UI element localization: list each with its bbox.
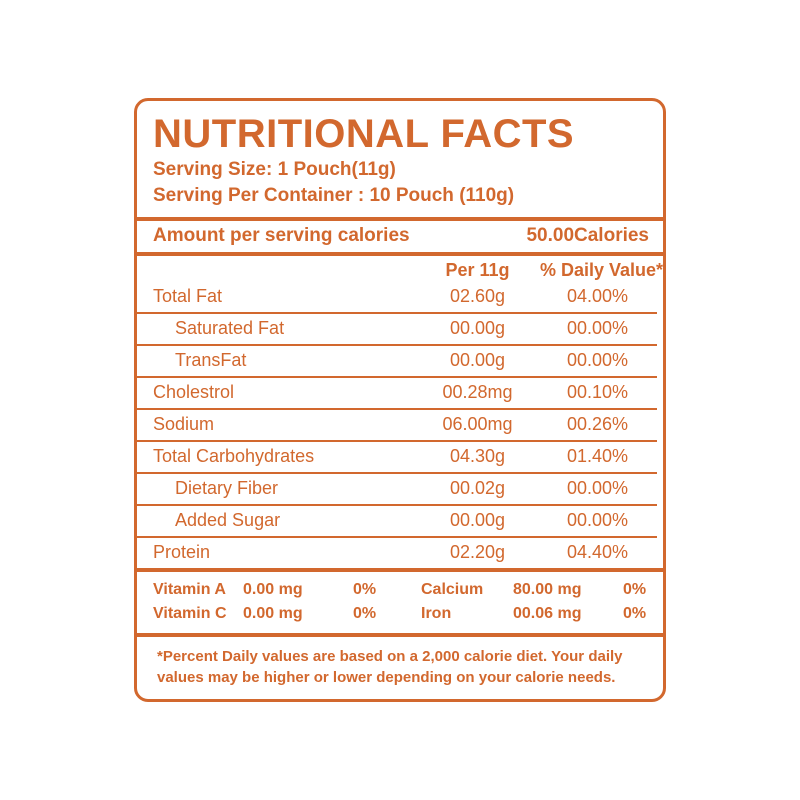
nutrient-daily-value: 04.40% <box>566 542 629 562</box>
row-divider <box>137 408 657 410</box>
calories-value: 50.00Calories <box>526 225 649 246</box>
footnote-line-1: *Percent Daily values are based on a 2,0… <box>157 648 623 665</box>
footnote-line-2: values may be higher or lower depending … <box>157 669 616 686</box>
micronutrient-block: Vitamin A 0.00 mg 0% Calcium 80.00 mg 0%… <box>137 572 663 633</box>
nutrient-name: Cholestrol <box>153 382 235 402</box>
nutrient-daily-value: 00.00% <box>566 350 629 370</box>
table-row: Sodium 06.00mg 00.26% <box>137 410 663 440</box>
row-divider <box>137 472 657 474</box>
table-row: TransFat 00.00g 00.00% <box>137 346 663 376</box>
nutrient-name: Added Sugar <box>175 510 281 530</box>
divider-above-footnote <box>137 633 663 637</box>
row-divider <box>137 376 657 378</box>
label-header: NUTRITIONAL FACTS Serving Size: 1 Pouch(… <box>137 101 663 217</box>
micronutrient-name-vitamin-c: Vitamin C <box>153 605 227 622</box>
column-header-amount: Per 11g <box>445 260 510 280</box>
nutrient-amount: 00.00g <box>449 318 506 338</box>
micronutrient-name-iron: Iron <box>421 605 452 622</box>
nutrient-daily-value: 00.26% <box>566 414 629 434</box>
nutrient-amount: 06.00mg <box>442 414 513 434</box>
micronutrient-pct-vitamin-a: 0% <box>353 581 377 598</box>
row-divider <box>137 440 657 442</box>
list-item: Vitamin A 0.00 mg 0% Calcium 80.00 mg 0% <box>137 578 663 602</box>
nutrient-name: Protein <box>153 542 211 562</box>
row-divider <box>137 536 657 538</box>
micronutrient-pct-iron: 0% <box>623 605 647 622</box>
divider-below-calories <box>137 252 663 256</box>
nutrient-daily-value: 04.00% <box>566 286 629 306</box>
micronutrient-name-vitamin-a: Vitamin A <box>153 581 226 598</box>
nutrient-name: Total Carbohydrates <box>153 446 315 466</box>
micronutrient-amount-iron: 00.06 mg <box>513 605 582 622</box>
nutrient-amount: 00.02g <box>449 478 506 498</box>
table-row: Total Fat 02.60g 04.00% <box>137 282 663 312</box>
calories-label: Amount per serving calories <box>153 225 410 246</box>
nutrient-daily-value: 00.00% <box>566 318 629 338</box>
row-divider <box>137 312 657 314</box>
column-header-daily-value: % Daily Value* <box>540 260 664 280</box>
micronutrient-pct-vitamin-c: 0% <box>353 605 377 622</box>
micronutrient-amount-vitamin-a: 0.00 mg <box>243 581 303 598</box>
table-row: Cholestrol 00.28mg 00.10% <box>137 378 663 408</box>
list-item: Vitamin C 0.00 mg 0% Iron 00.06 mg 0% <box>137 602 663 626</box>
micronutrient-name-calcium: Calcium <box>421 581 484 598</box>
nutrient-column-headers: Per 11g % Daily Value* <box>137 256 663 282</box>
page-title: NUTRITIONAL FACTS <box>153 112 575 156</box>
nutrient-amount: 00.00g <box>449 350 506 370</box>
row-divider <box>137 344 657 346</box>
nutrient-amount: 02.20g <box>449 542 506 562</box>
daily-value-footnote: *Percent Daily values are based on a 2,0… <box>137 637 663 696</box>
nutrient-daily-value: 00.10% <box>566 382 629 402</box>
nutrient-name: TransFat <box>175 350 247 370</box>
nutrient-name: Dietary Fiber <box>175 478 279 498</box>
serving-size-text: Serving Size: 1 Pouch(11g) <box>153 159 396 180</box>
nutrient-amount: 00.28mg <box>442 382 513 402</box>
table-row: Total Carbohydrates 04.30g 01.40% <box>137 442 663 472</box>
table-row: Added Sugar 00.00g 00.00% <box>137 506 663 536</box>
nutrient-daily-value: 01.40% <box>566 446 629 466</box>
table-row: Dietary Fiber 00.02g 00.00% <box>137 474 663 504</box>
nutrient-name: Saturated Fat <box>175 318 285 338</box>
nutrient-daily-value: 00.00% <box>566 478 629 498</box>
divider-above-micronutrients <box>137 568 663 572</box>
table-row: Protein 02.20g 04.40% <box>137 538 663 568</box>
nutrient-name: Sodium <box>153 414 215 434</box>
nutrient-daily-value: 00.00% <box>566 510 629 530</box>
calories-row: Amount per serving calories 50.00Calorie… <box>137 221 663 252</box>
nutrient-amount: 00.00g <box>449 510 506 530</box>
row-divider <box>137 504 657 506</box>
micronutrient-amount-calcium: 80.00 mg <box>513 581 582 598</box>
serving-per-container-text: Serving Per Container : 10 Pouch (110g) <box>153 185 515 206</box>
table-row: Saturated Fat 00.00g 00.00% <box>137 314 663 344</box>
nutrient-name: Total Fat <box>153 286 223 306</box>
nutrient-amount: 02.60g <box>449 286 506 306</box>
nutrition-facts-label: NUTRITIONAL FACTS Serving Size: 1 Pouch(… <box>134 98 666 702</box>
nutrient-amount: 04.30g <box>449 446 506 466</box>
micronutrient-pct-calcium: 0% <box>623 581 647 598</box>
divider-above-calories <box>137 217 663 221</box>
nutrient-table: Total Fat 02.60g 04.00% Saturated Fat 00.00g… <box>137 282 663 568</box>
micronutrient-amount-vitamin-c: 0.00 mg <box>243 605 303 622</box>
